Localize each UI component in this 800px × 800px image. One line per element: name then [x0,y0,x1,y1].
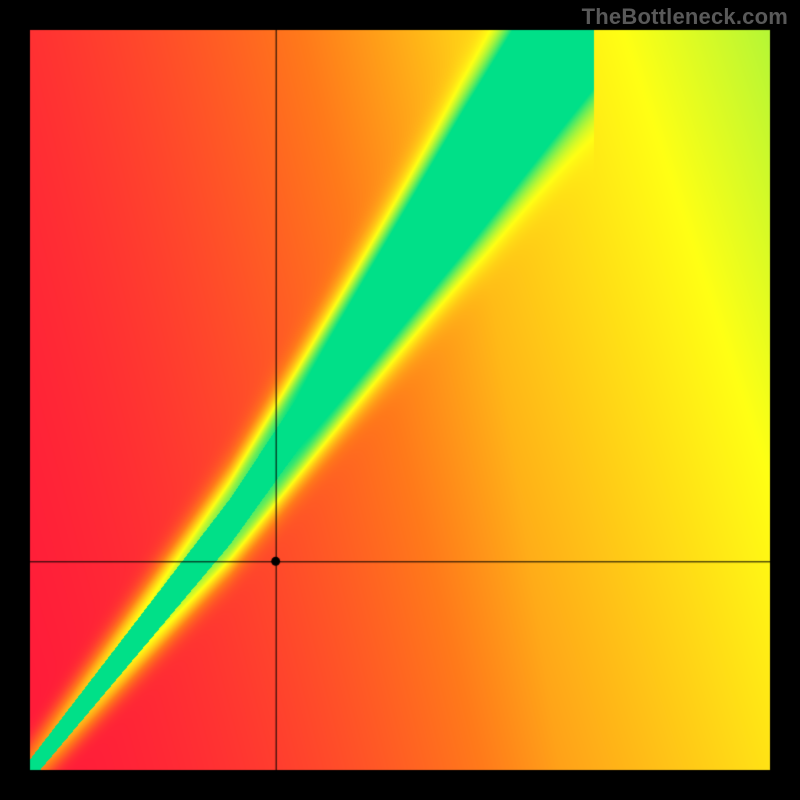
chart-container: TheBottleneck.com [0,0,800,800]
bottleneck-heatmap [0,0,800,800]
watermark-text: TheBottleneck.com [582,4,788,30]
